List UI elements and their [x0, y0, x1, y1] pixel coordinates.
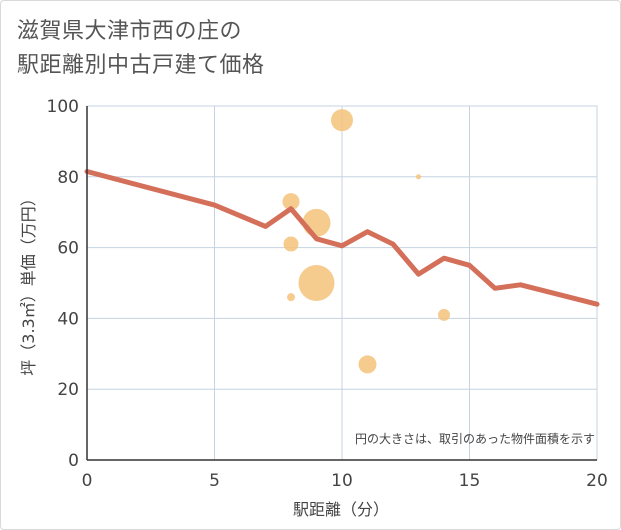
y-tick-label: 100	[47, 97, 79, 117]
chart-title-line2: 駅距離別中古戸建て価格	[17, 53, 265, 78]
x-tick-label: 5	[209, 471, 220, 491]
line-series	[84, 169, 600, 307]
bubble-point	[287, 293, 295, 302]
x-tick-label: 20	[586, 471, 608, 491]
bubble-point	[302, 208, 331, 237]
bubble-series	[282, 109, 450, 374]
x-axis-label: 駅距離（分）	[293, 500, 389, 519]
x-tick-label: 15	[459, 471, 481, 491]
chart-title: 滋賀県大津市西の庄の 駅距離別中古戸建て価格	[17, 15, 265, 83]
bubble-point	[416, 174, 421, 180]
bubble-point	[283, 236, 299, 252]
bubble-point	[358, 355, 377, 374]
grid-lines	[86, 105, 598, 461]
axes	[86, 106, 597, 461]
average-price-line	[84, 169, 600, 307]
x-tick-labels: 0 5 10 15 20	[82, 471, 608, 491]
x-tick-label: 0	[82, 471, 93, 491]
y-axis-label: 坪（3.3㎡）単価（万円）	[19, 190, 38, 375]
chart-title-line1: 滋賀県大津市西の庄の	[17, 19, 243, 44]
y-tick-labels: 0 20 40 60 80 100	[47, 97, 79, 471]
bubble-point	[298, 265, 335, 301]
size-legend-note: 円の大きさは、取引のあった物件面積を示す	[355, 431, 595, 446]
bubble-point	[438, 308, 450, 321]
x-tick-label: 10	[331, 471, 353, 491]
y-tick-label: 80	[57, 168, 79, 188]
y-tick-label: 60	[57, 239, 79, 259]
y-tick-label: 20	[57, 380, 79, 400]
y-tick-label: 40	[57, 309, 79, 329]
bubble-point	[282, 193, 300, 211]
bubble-point	[331, 109, 353, 132]
y-tick-label: 0	[68, 451, 79, 471]
